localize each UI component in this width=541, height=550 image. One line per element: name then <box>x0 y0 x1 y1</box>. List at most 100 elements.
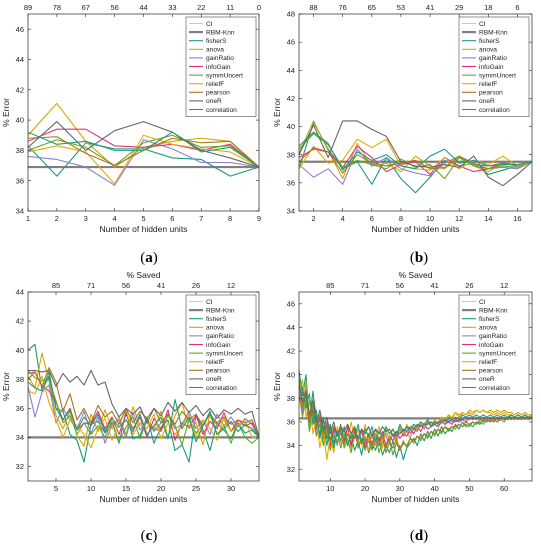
x-tick-label: 40 <box>430 484 438 493</box>
top-tick-label: 56 <box>396 281 404 290</box>
y-tick-label: 40 <box>16 116 24 125</box>
y-tick-label: 34 <box>16 207 24 216</box>
top-tick-label: 67 <box>82 3 90 12</box>
legend-entry: oneR <box>206 376 222 383</box>
series-group <box>299 120 532 194</box>
top-tick-label: 22 <box>197 3 205 12</box>
top-tick-label: 85 <box>326 281 334 290</box>
legend-entry: pearson <box>479 368 503 375</box>
legend-entry: oneR <box>479 376 495 383</box>
legend-entry: infoGain <box>479 342 504 349</box>
y-tick-label: 34 <box>287 441 295 450</box>
y-tick-label: 34 <box>287 207 295 216</box>
y-tick-label: 34 <box>16 433 24 442</box>
top-tick-label: 89 <box>24 3 32 12</box>
top-tick-label: 6 <box>515 3 519 12</box>
x-axis-label: Number of hidden units <box>372 494 460 504</box>
y-tick-label: 32 <box>16 462 24 471</box>
y-tick-label: 46 <box>287 38 295 47</box>
y-tick-label: 44 <box>16 288 24 297</box>
y-tick-label: 40 <box>287 122 295 131</box>
top-tick-label: 41 <box>426 3 434 12</box>
x-tick-label: 8 <box>228 214 232 223</box>
legend-entry: fisherS <box>479 316 500 323</box>
y-tick-label: 32 <box>287 465 295 474</box>
top-tick-label: 71 <box>87 281 95 290</box>
panel-caption: (a) <box>140 250 158 266</box>
top-tick-label: 78 <box>53 3 61 12</box>
x-tick-label: 4 <box>341 214 345 223</box>
x-axis-label: Number of hidden units <box>100 494 188 504</box>
legend-entry: oneR <box>206 98 222 105</box>
top-tick-label: 44 <box>139 3 147 12</box>
series-group <box>28 102 259 186</box>
legend-entry: symmUncert <box>206 350 243 357</box>
legend-entry: correlation <box>479 385 510 392</box>
x-tick-label: 5 <box>141 214 145 223</box>
y-tick-label: 40 <box>287 370 295 379</box>
series-line-fisherS <box>28 142 259 177</box>
panel-d: 10 20 30 40 50 60 85 71 56 41 26 12 32 34 36 38 40 42 44 46… <box>272 270 533 544</box>
y-axis-label: % Error <box>272 98 282 127</box>
x-tick-label: 30 <box>396 484 404 493</box>
y-tick-label: 46 <box>287 299 295 308</box>
legend-entry: gainRatio <box>206 55 234 62</box>
top-tick-label: 41 <box>430 281 438 290</box>
legend-entry: fisherS <box>206 38 227 45</box>
x-tick-label: 5 <box>54 484 58 493</box>
top-tick-label: 26 <box>192 281 200 290</box>
x-tick-label: 4 <box>113 214 117 223</box>
top-tick-label: 76 <box>339 3 347 12</box>
panel-caption: (d) <box>410 528 428 544</box>
series-group <box>28 343 259 463</box>
x-tick-label: 25 <box>192 484 200 493</box>
top-tick-label: 18 <box>484 3 492 12</box>
y-tick-label: 44 <box>16 55 24 64</box>
top-tick-label: 71 <box>361 281 369 290</box>
top-tick-label: 41 <box>157 281 165 290</box>
y-tick-label: 36 <box>16 176 24 185</box>
legend-entry: infoGain <box>206 64 231 71</box>
x-tick-label: 2 <box>311 214 315 223</box>
top-axis-label: % Saved <box>126 270 160 280</box>
legend-entry: reliefF <box>479 359 497 366</box>
legend-entry: pearson <box>206 90 230 97</box>
x-tick-label: 10 <box>87 484 95 493</box>
top-tick-label: 29 <box>455 3 463 12</box>
x-tick-label: 50 <box>465 484 473 493</box>
x-tick-label: 10 <box>326 484 334 493</box>
panel-c: 5 10 15 20 25 30 85 71 56 41 26 12 32 34 36 38 40 42 44 Num… <box>1 270 260 544</box>
x-tick-label: 60 <box>500 484 508 493</box>
top-tick-label: 33 <box>168 3 176 12</box>
y-axis-label: % Error <box>272 372 282 401</box>
y-tick-label: 38 <box>287 150 295 159</box>
axes-box <box>298 13 533 212</box>
top-tick-label: 56 <box>110 3 118 12</box>
y-tick-label: 42 <box>287 347 295 356</box>
top-axis-label: % Saved <box>126 0 160 2</box>
x-tick-label: 10 <box>426 214 434 223</box>
x-tick-label: 2 <box>55 214 59 223</box>
y-tick-label: 42 <box>16 317 24 326</box>
y-tick-label: 36 <box>287 178 295 187</box>
series-line-correlation <box>299 131 532 171</box>
y-tick-label: 38 <box>16 146 24 155</box>
top-tick-label: 53 <box>397 3 405 12</box>
x-tick-label: 8 <box>399 214 403 223</box>
legend-entry: fisherS <box>206 316 227 323</box>
legend-entry: CI <box>206 21 213 28</box>
x-tick-label: 16 <box>513 214 521 223</box>
legend-entry: gainRatio <box>479 333 507 340</box>
y-tick-label: 36 <box>16 404 24 413</box>
series-line-gainRatio <box>28 139 259 186</box>
series-line-anova <box>299 120 532 180</box>
legend-entry: anova <box>479 47 497 54</box>
y-tick-label: 46 <box>16 25 24 34</box>
legend-entry: symmUncert <box>479 350 516 357</box>
legend-entry: fisherS <box>479 38 500 45</box>
y-tick-label: 48 <box>287 10 295 19</box>
series-line-oneR <box>28 121 259 168</box>
x-tick-label: 7 <box>199 214 203 223</box>
y-tick-label: 44 <box>287 323 295 332</box>
legend-entry: CI <box>206 299 213 306</box>
